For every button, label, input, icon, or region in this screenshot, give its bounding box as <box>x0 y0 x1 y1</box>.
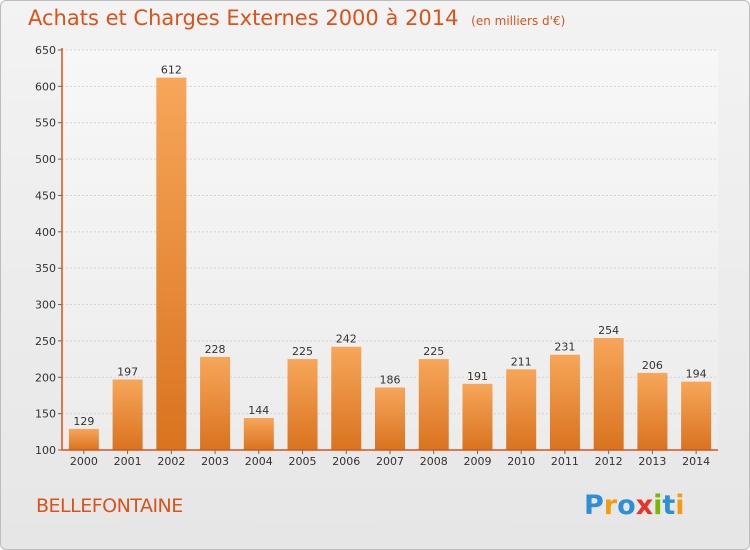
x-tick-label: 2002 <box>157 455 185 468</box>
bar <box>375 387 405 450</box>
bar <box>156 77 187 451</box>
data-label: 612 <box>161 64 182 77</box>
x-tick-label: 2014 <box>682 455 710 468</box>
chart-title: Achats et Charges Externes 2000 à 2014 (… <box>28 6 565 30</box>
x-tick-label: 2004 <box>245 455 273 468</box>
commune-name: BELLEFONTAINE <box>36 495 183 517</box>
bar <box>287 359 318 450</box>
logo-letter: x <box>635 490 654 521</box>
bar <box>506 369 537 450</box>
bar <box>681 381 712 450</box>
x-tick-label: 2003 <box>201 455 229 468</box>
y-tick-label: 300 <box>35 299 56 312</box>
x-tick-label: 2011 <box>551 455 579 468</box>
x-tick-label: 2010 <box>507 455 535 468</box>
y-tick-label: 200 <box>35 371 56 384</box>
title-text: Achats et Charges Externes 2000 à 2014 <box>28 6 459 30</box>
data-label: 194 <box>686 368 707 381</box>
logo-letter: P <box>584 490 604 521</box>
x-tick-label: 2001 <box>114 455 142 468</box>
x-tick-label: 2012 <box>595 455 623 468</box>
y-tick-label: 550 <box>35 117 56 130</box>
y-tick-label: 150 <box>35 408 56 421</box>
bar <box>112 379 143 450</box>
y-tick-label: 600 <box>35 80 56 93</box>
data-label: 211 <box>511 355 532 368</box>
data-label: 191 <box>467 370 488 383</box>
x-tick-label: 2006 <box>332 455 360 468</box>
bar <box>418 359 449 450</box>
y-tick-label: 350 <box>35 262 56 275</box>
data-label: 225 <box>423 345 444 358</box>
data-label: 129 <box>73 415 94 428</box>
data-label: 197 <box>117 365 138 378</box>
chart-subtitle: (en milliers d'€) <box>471 14 566 28</box>
data-label: 254 <box>598 324 619 337</box>
logo-letter: i <box>653 490 663 521</box>
data-label: 231 <box>554 341 575 354</box>
logo-letter: o <box>617 490 636 521</box>
bar <box>243 418 274 450</box>
y-tick-label: 100 <box>35 444 56 457</box>
logo-letter: t <box>662 490 676 521</box>
logo-letter: i <box>675 490 685 521</box>
data-label: 228 <box>205 343 226 356</box>
bar <box>462 383 493 450</box>
data-label: 225 <box>292 345 313 358</box>
data-label: 186 <box>380 373 401 386</box>
x-tick-label: 2008 <box>420 455 448 468</box>
x-tick-label: 2000 <box>70 455 98 468</box>
data-label: 242 <box>336 333 357 346</box>
y-tick-label: 400 <box>35 226 56 239</box>
bar <box>200 356 231 450</box>
bar <box>331 346 362 450</box>
x-tick-label: 2007 <box>376 455 404 468</box>
y-tick-label: 450 <box>35 189 56 202</box>
y-tick-label: 650 <box>35 44 56 57</box>
data-label: 144 <box>248 404 269 417</box>
bar <box>593 338 624 450</box>
bar <box>549 354 580 450</box>
proxiti-logo: Proxiti <box>584 490 685 521</box>
y-tick-label: 250 <box>35 335 56 348</box>
bar <box>637 372 668 450</box>
data-label: 206 <box>642 359 663 372</box>
x-tick-label: 2009 <box>463 455 491 468</box>
y-tick-label: 500 <box>35 153 56 166</box>
x-tick-label: 2013 <box>638 455 666 468</box>
logo-letter: r <box>603 490 618 521</box>
x-tick-label: 2005 <box>289 455 317 468</box>
bar <box>68 428 99 450</box>
